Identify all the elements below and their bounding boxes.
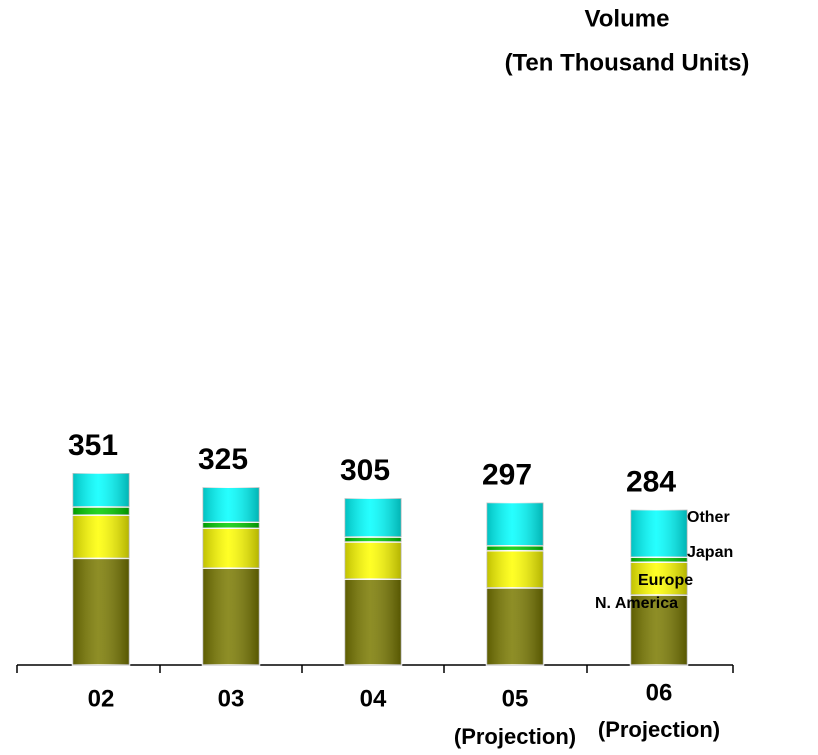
bar-shade: [344, 579, 402, 665]
bar-shade: [630, 562, 688, 595]
bar-shade: [72, 558, 130, 665]
x-tick-label: 05: [502, 685, 529, 712]
x-tick-label: 02: [88, 685, 115, 712]
total-label: 351: [68, 429, 118, 462]
legend-label: Europe: [638, 572, 693, 589]
bar-shade: [202, 522, 260, 529]
chart-title: Volume: [585, 5, 670, 32]
legend-label: N. America: [595, 595, 678, 612]
x-tick-label: 03: [218, 685, 245, 712]
bar-shade: [72, 506, 130, 516]
bar-shade: [486, 545, 544, 551]
total-label: 305: [340, 454, 390, 487]
bar-shade: [344, 537, 402, 542]
total-label: 284: [626, 466, 676, 499]
total-label: 325: [198, 443, 248, 476]
bar-shade: [202, 487, 260, 523]
bar-shade: [630, 594, 688, 665]
bar-shade: [630, 509, 688, 558]
total-label: 297: [482, 458, 532, 491]
bar-shade: [202, 568, 260, 665]
legend-label: Other: [687, 509, 730, 526]
bar-shade: [630, 557, 688, 563]
x-tick-label: 04: [360, 685, 387, 712]
bar-shade: [344, 498, 402, 538]
bar-shade: [486, 587, 544, 665]
bar-shade: [486, 550, 544, 588]
x-tick-note: (Projection): [454, 724, 576, 749]
bar-shade: [344, 541, 402, 580]
x-tick-label: 06: [646, 679, 673, 706]
bar-shade: [486, 502, 544, 546]
legend-label: Japan: [687, 544, 733, 561]
bar-shade: [72, 515, 130, 559]
chart-subtitle: (Ten Thousand Units): [505, 49, 750, 76]
bar-shade: [72, 473, 130, 507]
x-tick-note: (Projection): [598, 717, 720, 742]
bar-shade: [202, 528, 260, 569]
